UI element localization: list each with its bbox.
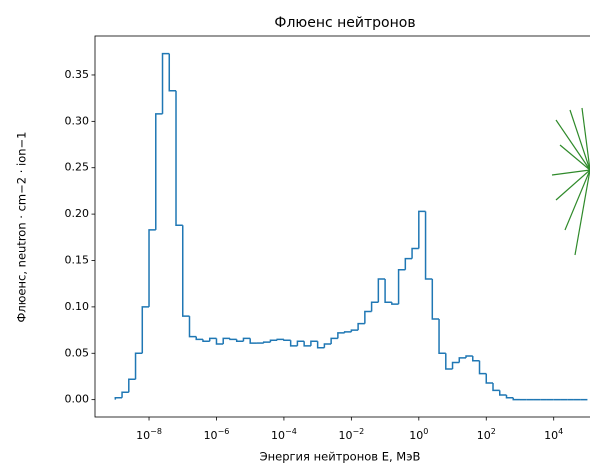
histogram-step: [235, 339, 244, 342]
histogram-step: [121, 391, 129, 398]
histogram-step: [168, 53, 177, 92]
x-tick-label: 10−6: [204, 427, 230, 443]
x-tick-label: 102: [477, 427, 496, 443]
histogram-step: [323, 343, 332, 348]
histogram-step: [364, 310, 372, 324]
histogram-step: [195, 336, 203, 341]
leaf: [569, 109, 590, 171]
histogram-step: [472, 356, 480, 362]
x-tick-label: 104: [544, 427, 563, 443]
histogram-step: [343, 331, 352, 333]
x-tick-label: 10−2: [338, 427, 364, 443]
histogram-step: [155, 113, 163, 230]
histogram-step: [202, 339, 210, 342]
plot-frame: [94, 35, 590, 418]
histogram-step: [134, 352, 143, 380]
histogram-step: [141, 306, 150, 354]
histogram-step: [242, 337, 251, 342]
chart-title: Флюенс нейтронов: [274, 15, 415, 31]
histogram-step: [215, 338, 224, 345]
histogram-step: [222, 337, 230, 344]
y-tick-label: 0.05: [65, 346, 90, 359]
x-tick-label: 100: [409, 427, 428, 443]
histogram-step: [229, 338, 237, 341]
histogram-step: [208, 337, 217, 342]
histogram-step: [438, 318, 446, 355]
histogram-step: [512, 397, 520, 401]
histogram-step: [445, 353, 453, 370]
histogram-step: [458, 357, 467, 363]
histogram-step: [330, 337, 338, 344]
histogram-step: [465, 355, 473, 358]
histogram-step: [350, 329, 359, 332]
leaf: [559, 144, 590, 171]
leaf: [574, 169, 590, 256]
y-tick-label: 0.35: [65, 68, 90, 81]
y-tick-label: 0.30: [65, 114, 90, 127]
y-tick-label: 0.10: [65, 300, 90, 313]
histogram-step: [114, 397, 123, 400]
leaf: [555, 119, 590, 171]
histogram-step: [316, 341, 325, 349]
histogram-step: [283, 339, 291, 342]
histogram-step: [411, 247, 419, 259]
histogram-step: [188, 316, 197, 338]
y-tick-label: 0.25: [65, 161, 90, 174]
histogram-step: [182, 225, 190, 317]
leaf: [564, 169, 590, 231]
y-tick-label: 0.00: [65, 393, 90, 406]
leaf: [555, 169, 590, 201]
histogram-step: [397, 269, 406, 305]
histogram-step: [377, 278, 386, 303]
y-tick-label: 0.15: [65, 253, 90, 266]
leaf: [581, 107, 590, 171]
histogram-step: [128, 378, 136, 393]
histogram-step: [418, 210, 426, 249]
histogram-step: [451, 361, 460, 370]
histogram-step: [384, 279, 392, 303]
y-axis-label: Флюенс, neutron · cm−2 · ion−1: [15, 131, 29, 322]
histogram-step: [492, 382, 500, 392]
histogram-step: [498, 390, 507, 396]
histogram-step: [431, 279, 440, 320]
histogram-step: [303, 341, 311, 347]
histogram-step: [148, 229, 156, 307]
leaf: [551, 169, 590, 176]
histogram-step: [175, 90, 183, 226]
x-axis-label: Энергия нейтронов E, МэВ: [260, 450, 421, 464]
histogram-step: [161, 52, 170, 114]
plant-decoration: [551, 107, 590, 256]
histogram-step: [337, 332, 345, 339]
histogram-step: [485, 373, 494, 384]
histogram-step: [249, 338, 257, 344]
x-tick-label: 10−4: [271, 427, 297, 443]
histogram-step: [505, 395, 514, 399]
histogram-step: [370, 301, 379, 312]
histogram-step: [478, 360, 487, 375]
histogram-step: [357, 322, 365, 331]
histogram-step: [404, 257, 413, 270]
histogram-step: [289, 340, 298, 347]
y-tick-label: 0.20: [65, 207, 90, 220]
histogram-step: [310, 340, 318, 346]
histogram-step: [262, 341, 271, 344]
histogram-step: [391, 302, 399, 305]
histogram-step: [296, 340, 305, 346]
x-tick-label: 10−8: [136, 427, 162, 443]
histogram-step: [424, 211, 433, 280]
histogram-step: [269, 339, 278, 343]
histogram-step: [276, 338, 284, 341]
